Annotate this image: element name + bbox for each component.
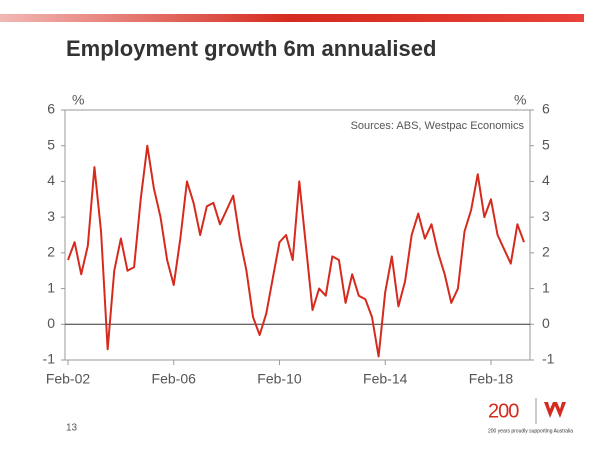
y2-axis-label: % (514, 92, 526, 108)
annotation: Sources: ABS, Westpac Economics (351, 120, 525, 132)
y2-tick-label: 3 (542, 208, 550, 224)
page-number: 13 (66, 423, 78, 434)
y-tick-label: 5 (47, 136, 55, 152)
line-series (67, 144, 525, 358)
y-tick-label: -1 (43, 351, 56, 367)
logo-w (544, 402, 566, 418)
header-bar (0, 14, 584, 22)
y2-tick-label: 0 (542, 315, 550, 331)
x-tick-label: Feb-14 (363, 371, 408, 387)
x-tick-label: Feb-10 (257, 371, 302, 387)
x-tick-label: Feb-18 (469, 371, 514, 387)
y-axis-label: % (72, 92, 84, 108)
y-tick-label: 6 (47, 101, 55, 117)
y-tick-label: 3 (47, 208, 55, 224)
y-tick-label: 0 (47, 315, 55, 331)
x-tick-label: Feb-02 (46, 371, 91, 387)
y2-tick-label: 2 (542, 244, 550, 260)
y2-tick-label: 6 (542, 101, 550, 117)
chart-title: Employment growth 6m annualised (66, 36, 436, 61)
plot-frame (64, 109, 531, 361)
y2-tick-label: 4 (542, 172, 550, 188)
y2-tick-label: 1 (542, 279, 550, 295)
logo-tagline: 200 years proudly supporting Australia (488, 428, 573, 434)
x-tick-label: Feb-06 (152, 371, 197, 387)
y2-tick-label: -1 (542, 351, 555, 367)
y2-tick-label: 5 (542, 136, 550, 152)
logo-number: 200 (488, 400, 519, 422)
y-tick-label: 2 (47, 244, 55, 260)
y-tick-label: 1 (47, 279, 55, 295)
y-tick-label: 4 (47, 172, 55, 188)
